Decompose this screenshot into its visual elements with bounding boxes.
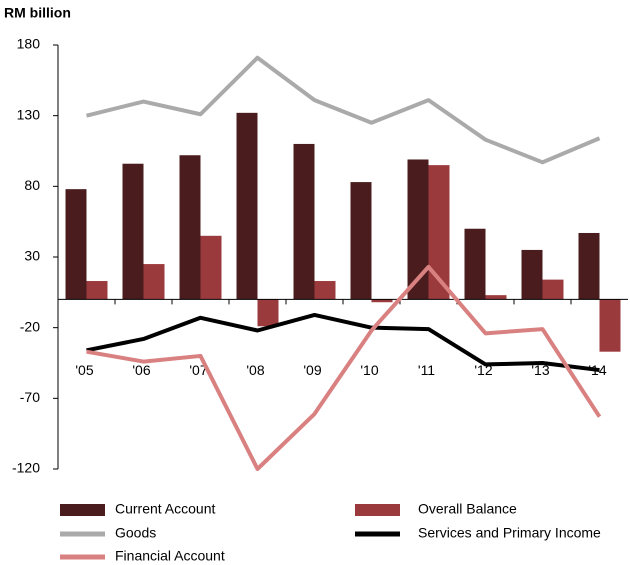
y-axis-label: RM billion <box>4 5 71 21</box>
legend-swatch <box>355 504 400 516</box>
x-tick-label: '10 <box>360 362 378 378</box>
x-tick-label: '05 <box>75 362 93 378</box>
line <box>86 55 601 165</box>
bar <box>599 299 621 352</box>
x-tick-label: '08 <box>246 362 264 378</box>
legend-label: Services and Primary Income <box>418 525 601 541</box>
x-tick-label: '07 <box>189 362 207 378</box>
bar <box>257 299 279 327</box>
y-tick-label: 130 <box>17 106 41 122</box>
legend-label: Current Account <box>115 501 215 517</box>
y-tick-label: 80 <box>24 177 40 193</box>
bar <box>122 163 144 300</box>
bar <box>350 182 372 300</box>
bar <box>464 228 486 300</box>
line <box>86 264 602 471</box>
bar <box>428 165 450 300</box>
x-tick-label: '11 <box>418 362 435 378</box>
bar <box>86 281 108 300</box>
line <box>86 312 600 373</box>
bar <box>200 235 222 300</box>
bar <box>542 279 564 300</box>
legend-label: Goods <box>115 525 156 541</box>
legend-swatch <box>60 504 105 516</box>
bar <box>371 299 393 303</box>
bar <box>578 232 600 300</box>
y-tick-label: -70 <box>20 389 40 405</box>
bar <box>65 189 87 300</box>
x-tick-label: '09 <box>303 362 321 378</box>
bar <box>143 264 165 300</box>
legend-label: Financial Account <box>115 548 225 564</box>
bar <box>236 112 258 300</box>
bar <box>179 155 201 300</box>
y-tick-label: 30 <box>24 248 40 264</box>
bar <box>521 249 543 300</box>
x-tick-label: '13 <box>531 362 549 378</box>
y-tick-label: 180 <box>17 36 41 52</box>
x-tick-label: '06 <box>132 362 150 378</box>
bar <box>314 281 336 300</box>
y-tick-label: -120 <box>12 460 40 476</box>
bar <box>485 295 507 300</box>
bar <box>407 159 429 300</box>
legend-label: Overall Balance <box>418 501 517 517</box>
y-tick-label: -20 <box>20 318 40 334</box>
bar <box>293 143 315 300</box>
